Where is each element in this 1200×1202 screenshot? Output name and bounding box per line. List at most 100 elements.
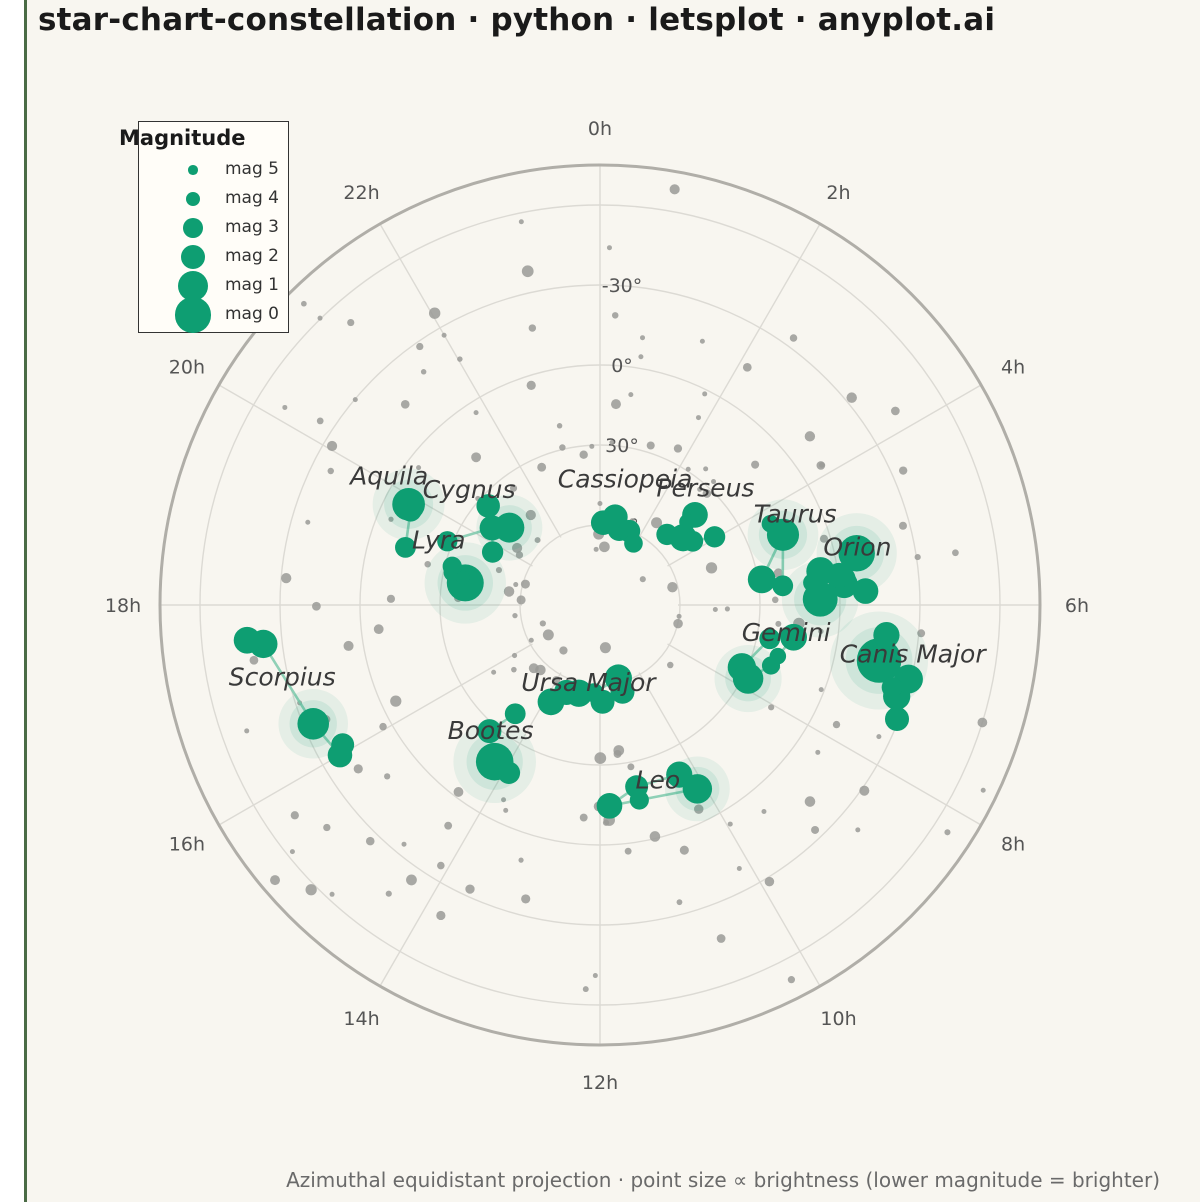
legend-label: mag 2: [225, 246, 279, 266]
field-star: [765, 877, 774, 886]
field-star: [521, 580, 530, 589]
field-star: [557, 423, 562, 428]
legend-item: mag 4: [139, 185, 289, 214]
constellation-star: [803, 573, 822, 592]
constellation-star: [624, 534, 643, 553]
legend-label: mag 0: [225, 304, 279, 324]
field-star: [805, 431, 815, 441]
legend-item: mag 0: [139, 301, 289, 330]
field-star: [805, 796, 816, 807]
field-star: [725, 606, 730, 611]
field-star: [640, 576, 646, 582]
legend-item: mag 2: [139, 243, 289, 272]
field-star: [981, 788, 986, 793]
field-star: [317, 418, 324, 425]
field-star: [819, 462, 825, 468]
field-star: [609, 440, 614, 445]
field-star: [518, 858, 523, 863]
ra-tick-label: 6h: [1065, 595, 1089, 617]
field-star: [628, 392, 633, 397]
legend-swatch: [183, 218, 203, 238]
field-star: [944, 829, 950, 835]
chart-caption: Azimuthal equidistant projection · point…: [286, 1168, 1160, 1192]
field-star: [374, 624, 384, 634]
legend-label: mag 5: [225, 159, 279, 179]
field-star: [583, 986, 589, 992]
constellation-star: [733, 663, 764, 694]
constellation-star: [234, 627, 261, 654]
field-star: [680, 846, 689, 855]
field-star: [347, 319, 354, 326]
constellation-name: Lyra: [412, 526, 465, 555]
field-star: [640, 335, 645, 340]
field-star: [612, 312, 619, 319]
constellation-star: [885, 707, 909, 731]
legend-item: mag 3: [139, 214, 289, 243]
field-star: [579, 450, 587, 458]
constellation-star: [770, 648, 786, 664]
field-star: [512, 653, 517, 658]
constellation-star: [297, 708, 329, 740]
field-star: [597, 501, 602, 506]
field-star: [330, 892, 335, 897]
constellation-name: Orion: [823, 533, 891, 562]
field-star: [519, 219, 524, 224]
field-star: [706, 562, 717, 573]
field-star: [811, 826, 819, 834]
field-star: [600, 642, 611, 653]
field-star: [670, 184, 680, 194]
ra-tick-label: 14h: [343, 1008, 379, 1030]
field-star: [379, 723, 387, 731]
field-star: [327, 441, 337, 451]
constellation-star: [498, 762, 520, 784]
field-star: [390, 696, 401, 707]
field-star: [436, 911, 445, 920]
field-star: [891, 407, 900, 416]
field-star: [614, 750, 622, 758]
field-star: [517, 595, 526, 604]
field-star: [815, 750, 820, 755]
constellation-star: [597, 793, 623, 819]
ra-tick-label: 2h: [826, 182, 850, 204]
field-star: [281, 573, 291, 583]
constellation-star: [480, 515, 505, 540]
field-star: [788, 976, 795, 983]
grid-layer: 60°30°0°-30°: [160, 165, 1040, 1045]
field-star: [728, 822, 733, 827]
constellation-star: [748, 565, 776, 593]
field-star: [859, 786, 869, 796]
constellation-star: [682, 531, 703, 552]
field-star: [543, 629, 554, 640]
ra-tick-label: 22h: [343, 182, 379, 204]
field-star: [465, 884, 474, 893]
field-star: [638, 354, 643, 359]
field-star: [301, 301, 307, 307]
field-star: [306, 884, 317, 895]
field-star: [772, 597, 779, 604]
constellation-star: [456, 571, 470, 585]
field-star: [491, 670, 496, 675]
legend-item: mag 5: [139, 156, 289, 185]
legend-label: mag 3: [225, 217, 279, 237]
field-star: [915, 554, 921, 560]
field-star: [978, 718, 988, 728]
field-star: [444, 822, 452, 830]
field-star: [521, 894, 530, 903]
field-star: [559, 646, 567, 654]
field-star: [703, 466, 708, 471]
field-star: [416, 343, 423, 350]
ra-tick-label: 0h: [588, 118, 612, 140]
field-star: [696, 415, 701, 420]
ra-tick-label: 8h: [1001, 834, 1025, 856]
constellation-name: Canis Major: [840, 639, 988, 668]
legend-item: mag 1: [139, 272, 289, 301]
constellation-star: [656, 524, 677, 545]
field-star: [743, 363, 752, 372]
field-star: [522, 265, 534, 277]
field-star: [529, 638, 534, 643]
legend-label: mag 4: [225, 188, 279, 208]
field-star: [761, 809, 766, 814]
field-star: [674, 444, 682, 452]
ra-tick-label: 16h: [169, 834, 205, 856]
